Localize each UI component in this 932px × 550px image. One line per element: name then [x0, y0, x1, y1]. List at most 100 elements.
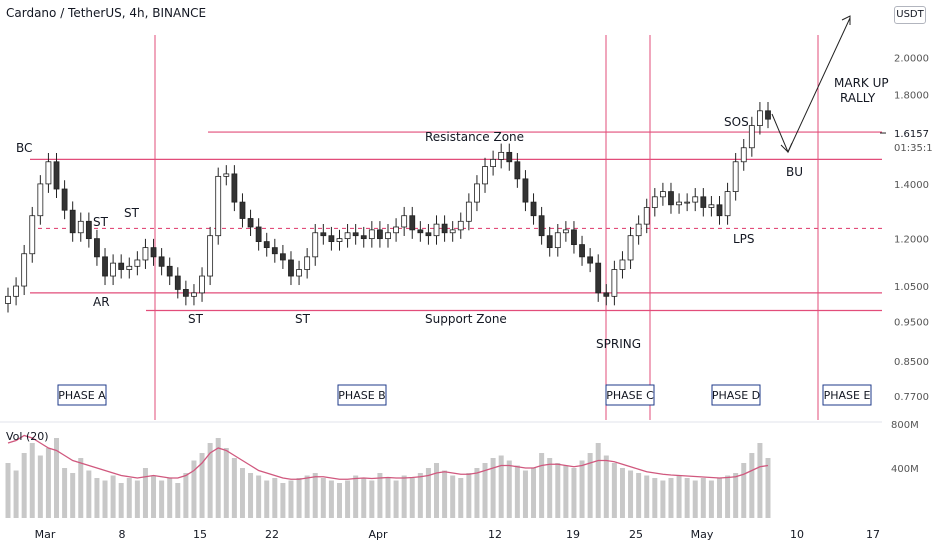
volume-bar — [207, 443, 213, 518]
candle-body — [700, 196, 707, 208]
candle-body — [474, 183, 480, 203]
volume-bar — [716, 478, 722, 518]
volume-bar — [547, 458, 553, 518]
x-tick: 22 — [265, 528, 279, 541]
volume-bar — [183, 473, 189, 518]
candle-body — [77, 220, 84, 234]
candle-body — [409, 215, 416, 231]
volume-bar — [466, 473, 472, 518]
volume-bar — [231, 458, 237, 518]
volume-bar — [21, 453, 27, 518]
phase-box-phase-b — [337, 384, 387, 406]
candle-body — [53, 161, 60, 190]
candle-body — [69, 209, 76, 234]
volume-bar — [522, 470, 528, 518]
label-st-2: ST — [124, 206, 140, 220]
candle-body — [13, 285, 19, 297]
volume-bar — [45, 448, 51, 518]
label-lps: LPS — [733, 232, 755, 246]
volume-bar — [110, 475, 116, 518]
candle-body — [393, 226, 399, 234]
volume-bar — [563, 465, 569, 518]
volume-bar — [37, 455, 43, 518]
candle-body — [263, 241, 270, 249]
candle-body — [571, 229, 577, 245]
currency-badge[interactable]: USDT — [894, 6, 926, 24]
candle-body — [85, 220, 92, 240]
candle-body — [191, 292, 197, 297]
candle-body — [732, 161, 739, 192]
volume-bar — [417, 473, 423, 518]
volume-bar — [296, 478, 302, 518]
y-tick: 1.2000 — [894, 235, 929, 246]
phase-box-phase-a — [57, 384, 107, 406]
volume-bar — [320, 478, 326, 518]
label-st-1: ST — [93, 215, 109, 229]
volume-ma-line — [7, 434, 769, 480]
volume-bar — [442, 470, 448, 518]
candle-body — [344, 232, 351, 240]
candle-body — [126, 265, 133, 270]
volume-bar — [215, 438, 221, 518]
label-bu: BU — [786, 165, 803, 179]
y-tick: 2.0000 — [894, 53, 929, 64]
volume-bar — [353, 475, 359, 518]
volume-bar — [345, 480, 351, 518]
volume-bar — [248, 473, 254, 518]
volume-bar — [425, 468, 431, 518]
x-tick: May — [691, 528, 714, 541]
candle-body — [231, 173, 238, 203]
y-tick: 1.4000 — [894, 180, 929, 191]
candle-body — [247, 218, 254, 228]
candle-body — [457, 220, 464, 231]
candle-body — [110, 262, 117, 277]
candle-body — [215, 175, 222, 237]
candle-body — [668, 191, 674, 206]
volume-bar — [288, 480, 294, 518]
x-tick: 15 — [193, 528, 207, 541]
volume-bar — [264, 480, 270, 518]
candle-body — [37, 183, 44, 217]
volume-bar — [151, 475, 157, 518]
markup-arrowhead — [841, 15, 851, 25]
phase-label-phase-b: PHASE B — [338, 389, 385, 402]
volume-bar — [328, 480, 334, 518]
x-tick: Mar — [35, 528, 56, 541]
volume-bar — [450, 475, 456, 518]
candle-body — [627, 235, 634, 261]
candle-body — [352, 232, 359, 237]
candle-body — [288, 259, 294, 277]
candle-body — [514, 161, 521, 180]
volume-bar — [409, 478, 415, 518]
volume-bar — [385, 478, 391, 518]
candle-body — [94, 238, 100, 258]
volume-bar — [191, 460, 197, 518]
candle-body — [619, 259, 626, 270]
candle-body — [522, 178, 529, 203]
candle-body — [506, 151, 513, 163]
volume-bar — [555, 463, 561, 518]
volume-bar — [644, 475, 650, 518]
candle-body — [5, 295, 11, 304]
volume-bar — [603, 455, 609, 518]
phase-label-phase-e: PHASE E — [824, 389, 871, 402]
volume-bar — [126, 478, 132, 518]
volume-bar — [5, 463, 11, 518]
candle-body — [61, 188, 68, 211]
candle-body — [716, 204, 723, 217]
label-spring: SPRING — [596, 337, 641, 351]
candle-body — [102, 256, 108, 277]
volume-bar — [223, 448, 229, 518]
candle-body — [498, 151, 505, 160]
candle-body — [676, 201, 682, 206]
candle-body — [692, 196, 699, 203]
volume-bar — [514, 465, 520, 518]
candle-body — [724, 191, 731, 217]
volume-bar — [725, 475, 731, 518]
volume-bar — [628, 470, 634, 518]
volume-label: Vol (20) — [6, 430, 49, 443]
volume-bar — [684, 478, 690, 518]
volume-bar — [636, 473, 642, 518]
volume-bar — [86, 470, 92, 518]
